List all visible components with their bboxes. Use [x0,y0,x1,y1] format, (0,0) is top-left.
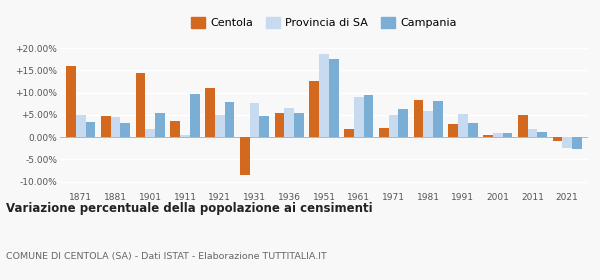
Bar [527,129,537,137]
Bar [364,95,373,137]
Bar [275,113,284,137]
Bar [448,124,458,137]
Bar [205,88,215,137]
Bar [310,81,319,137]
Bar [389,115,398,137]
Bar [329,59,338,137]
Bar [294,113,304,137]
Bar [493,133,503,137]
Bar [224,102,235,137]
Bar [537,132,547,137]
Bar [111,116,121,137]
Bar [413,100,424,137]
Bar [433,101,443,137]
Bar [76,115,86,137]
Bar [379,128,389,137]
Bar [259,116,269,137]
Bar [483,135,493,137]
Bar [240,137,250,175]
Bar [121,123,130,137]
Bar [468,123,478,137]
Bar [101,116,111,137]
Bar [503,133,512,137]
Bar [215,115,224,137]
Bar [170,122,180,137]
Bar [344,129,354,137]
Bar [86,122,95,137]
Bar [572,137,582,150]
Bar [136,73,145,137]
Bar [518,115,527,137]
Bar [284,108,294,137]
Bar [424,111,433,137]
Text: COMUNE DI CENTOLA (SA) - Dati ISTAT - Elaborazione TUTTITALIA.IT: COMUNE DI CENTOLA (SA) - Dati ISTAT - El… [6,252,327,261]
Bar [155,113,165,137]
Bar [398,109,408,137]
Bar [458,114,468,137]
Bar [145,129,155,137]
Bar [319,54,329,137]
Legend: Centola, Provincia di SA, Campania: Centola, Provincia di SA, Campania [189,15,459,31]
Bar [562,137,572,148]
Bar [66,66,76,137]
Bar [354,97,364,137]
Bar [250,103,259,137]
Bar [180,135,190,137]
Text: Variazione percentuale della popolazione ai censimenti: Variazione percentuale della popolazione… [6,202,373,214]
Bar [553,137,562,141]
Bar [190,94,200,137]
